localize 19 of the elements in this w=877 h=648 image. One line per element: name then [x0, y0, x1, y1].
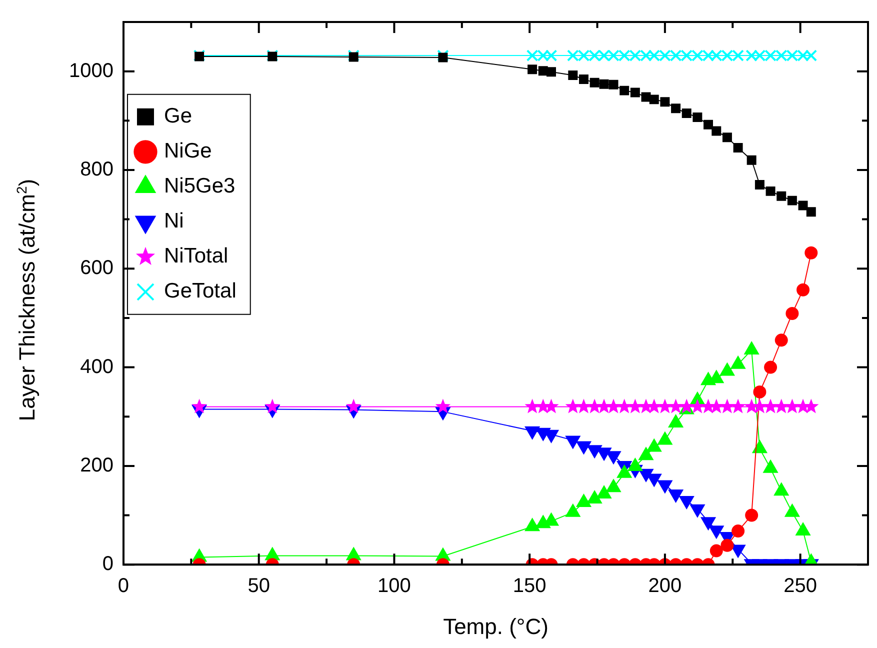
legend-label: NiGe — [164, 140, 212, 163]
x-tick-label: 100 — [378, 575, 411, 598]
x-tick-label: 200 — [648, 575, 682, 598]
x-tick-label: 250 — [784, 575, 818, 598]
legend-label: NiTotal — [164, 244, 228, 268]
y-tick-label: 800 — [80, 158, 114, 180]
legend-label: Ni — [164, 210, 184, 233]
x-tick-label: 50 — [248, 575, 270, 598]
y-tick-label: 0 — [102, 553, 114, 576]
x-axis-title: Temp. (°C) — [443, 614, 548, 639]
x-tick-label: 150 — [512, 575, 546, 598]
y-tick-label: 1000 — [68, 60, 114, 82]
y-tick-label: 200 — [80, 454, 114, 476]
legend-label: Ni5Ge3 — [164, 174, 236, 198]
y-tick-label: 400 — [80, 356, 114, 378]
y-tick-label: 600 — [80, 257, 114, 280]
legend-label: GeTotal — [164, 280, 236, 303]
legend-label: Ge — [164, 104, 192, 128]
x-tick-label: 0 — [118, 575, 130, 598]
